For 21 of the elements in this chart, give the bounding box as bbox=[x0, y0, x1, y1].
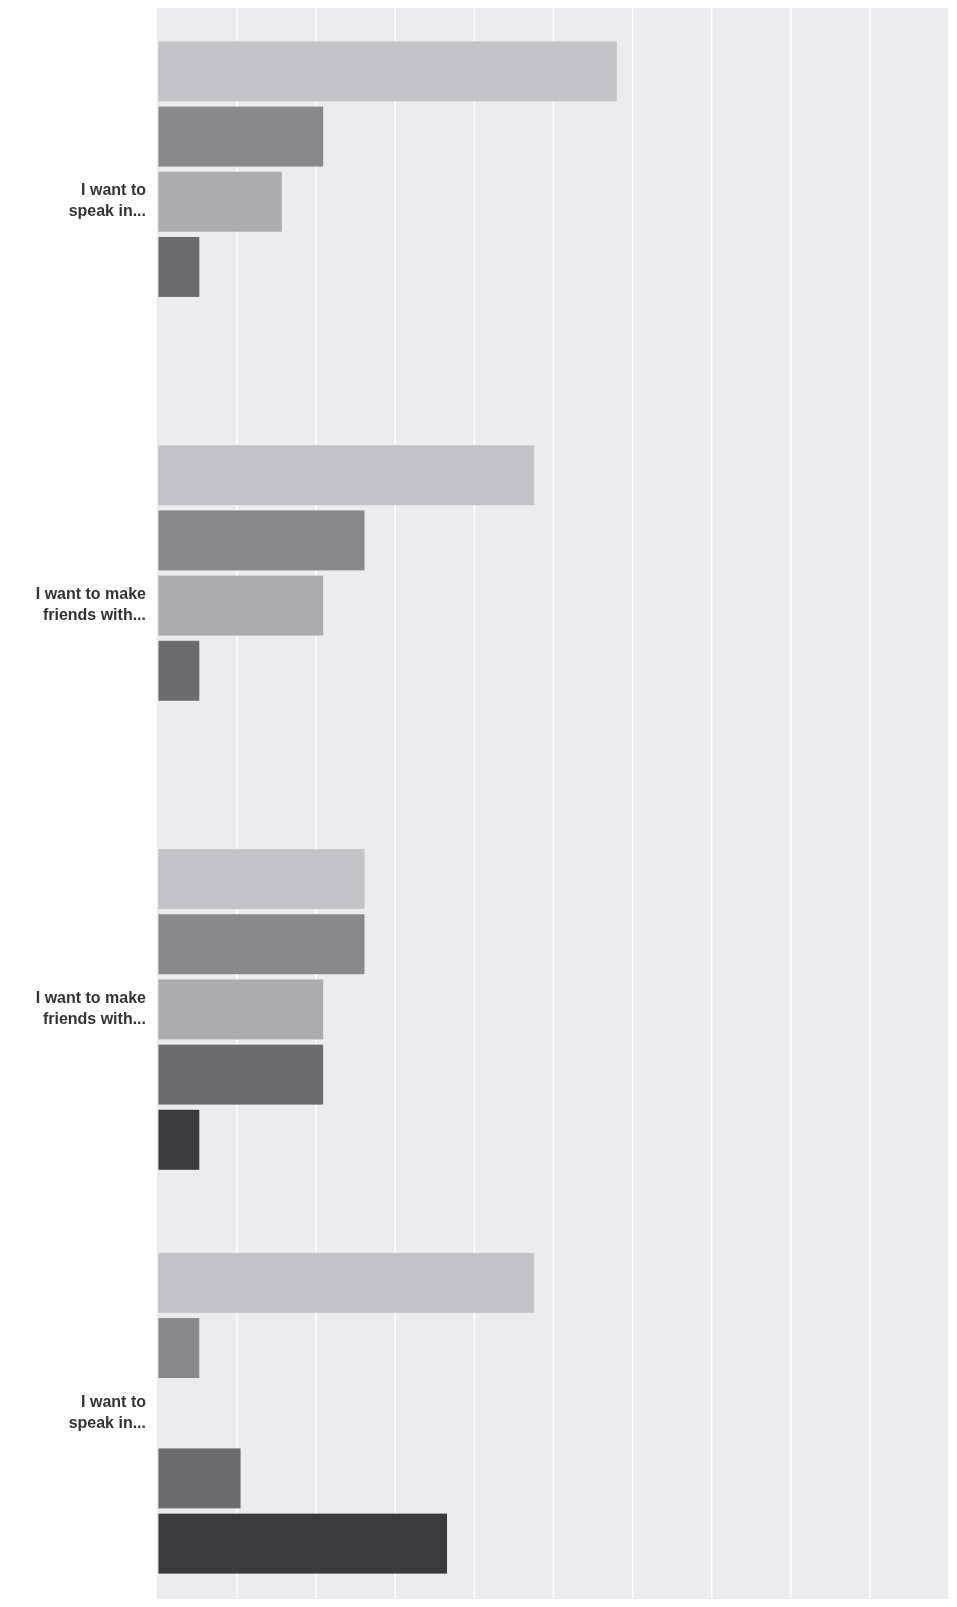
bar bbox=[158, 445, 535, 506]
bar bbox=[158, 1513, 448, 1574]
bar bbox=[158, 979, 324, 1040]
y-tick-label: I want to make friends with... bbox=[35, 585, 147, 624]
bar bbox=[158, 236, 200, 297]
bar bbox=[158, 1252, 535, 1313]
bar bbox=[158, 41, 617, 102]
bar bbox=[158, 914, 365, 975]
y-tick-label: I want to speak in... bbox=[68, 1392, 147, 1431]
y-tick-label: I want to speak in... bbox=[68, 181, 147, 220]
bar bbox=[158, 640, 200, 701]
bar bbox=[158, 510, 365, 571]
bar bbox=[158, 106, 324, 167]
bar bbox=[158, 1109, 200, 1170]
y-tick-label: I want to make friends with... bbox=[35, 989, 147, 1028]
bar bbox=[158, 1044, 324, 1105]
bar bbox=[158, 1318, 200, 1379]
bar bbox=[158, 575, 324, 636]
bar bbox=[158, 171, 282, 232]
bar bbox=[158, 849, 365, 910]
bar bbox=[158, 1448, 241, 1509]
